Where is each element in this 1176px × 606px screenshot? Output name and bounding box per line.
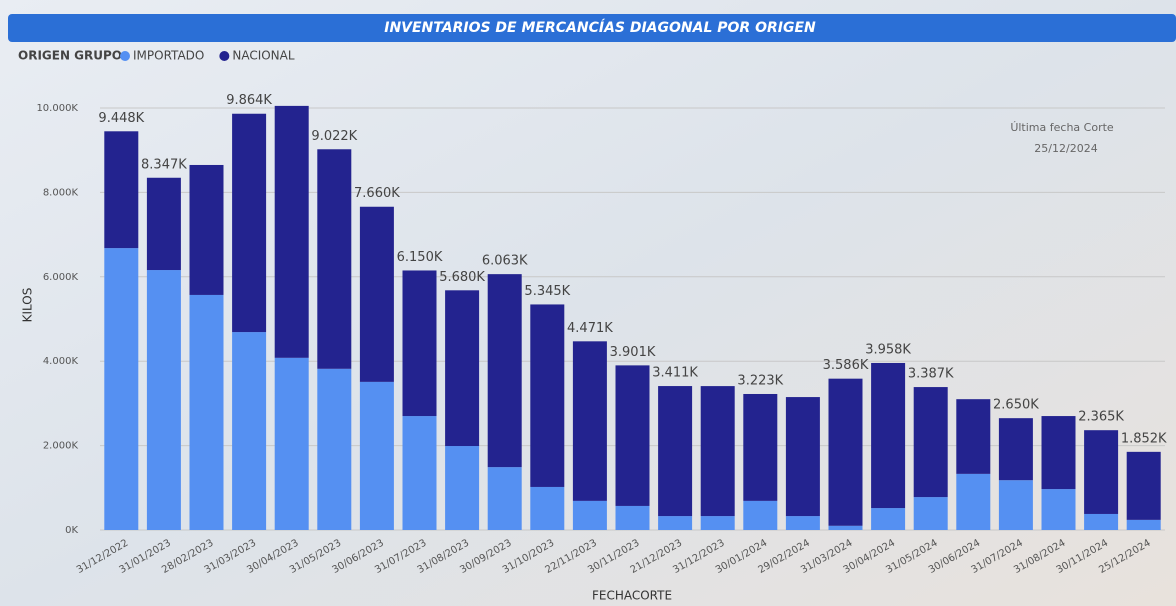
bar-segment — [658, 516, 693, 530]
bar-segment — [146, 270, 181, 530]
bar-segment — [572, 341, 607, 501]
y-tick-label: 2.000K — [43, 441, 79, 452]
total-label: 3.387K — [908, 367, 954, 382]
bar-segment — [828, 525, 863, 530]
y-tick-label: 8.000K — [43, 187, 79, 198]
total-label: 3.223K — [737, 373, 783, 388]
bar-segment — [445, 446, 480, 530]
bar-segment — [232, 332, 267, 530]
chart-title: INVENTARIOS DE MERCANCÍAS DIAGONAL POR O… — [384, 19, 816, 36]
bar-segment — [317, 368, 352, 530]
bar-segment — [402, 270, 437, 417]
total-label: 9.022K — [311, 129, 357, 144]
title-bar — [8, 14, 1176, 42]
bar-segment — [658, 386, 693, 517]
bar-segment — [615, 365, 650, 506]
total-label: 9.864K — [226, 93, 272, 108]
bar-segment — [232, 113, 267, 333]
bar-segment — [402, 416, 437, 530]
bar-segment — [1126, 519, 1161, 530]
annotation: 25/12/2024 — [1034, 142, 1097, 155]
bar-segment — [104, 131, 139, 249]
bar-segment — [572, 500, 607, 530]
x-axis-label: FECHACORTE — [592, 589, 672, 603]
total-label: 1.852K — [1121, 431, 1167, 446]
y-tick-label: 0K — [65, 525, 78, 536]
bar-segment — [1084, 513, 1119, 530]
bar-segment — [828, 378, 863, 526]
total-label: 2.365K — [1078, 410, 1124, 425]
bar-segment — [913, 387, 948, 498]
total-label: 5.345K — [524, 284, 570, 299]
bar-segment — [871, 508, 906, 530]
legend-swatch — [120, 51, 130, 61]
bar-segment — [743, 500, 778, 530]
bar-segment — [1126, 451, 1161, 520]
bar-segment — [700, 516, 735, 530]
bar-segment — [615, 505, 650, 530]
bar-segment — [998, 418, 1033, 481]
bar-segment — [1041, 489, 1076, 530]
total-label: 4.471K — [567, 321, 613, 336]
bar-segment — [785, 516, 820, 530]
total-label: 7.660K — [354, 186, 400, 201]
bar-segment — [743, 393, 778, 501]
total-label: 3.901K — [610, 345, 656, 360]
bar-segment — [487, 467, 522, 530]
bar-segment — [359, 381, 394, 530]
bar-segment — [530, 304, 565, 487]
bar-segment — [274, 357, 309, 530]
bar-segment — [104, 248, 139, 530]
total-label: 3.958K — [865, 342, 911, 357]
bar-segment — [146, 177, 181, 271]
bar-segment — [956, 473, 991, 530]
total-label: 9.448K — [98, 111, 144, 126]
bar-segment — [189, 164, 224, 295]
annotation: Última fecha Corte — [1010, 121, 1114, 134]
legend-swatch — [219, 51, 230, 61]
bar-segment — [189, 294, 224, 530]
total-label: 6.063K — [482, 254, 528, 269]
bar-segment — [1084, 430, 1119, 514]
y-axis-label: KILOS — [21, 288, 35, 323]
y-tick-label: 6.000K — [43, 272, 79, 283]
bar-segment — [530, 486, 565, 530]
bar-segment — [274, 105, 309, 358]
total-label: 3.586K — [823, 358, 869, 373]
bar-segment — [317, 149, 352, 369]
bar-segment — [956, 399, 991, 474]
y-tick-label: 10.000K — [36, 103, 78, 114]
total-label: 8.347K — [141, 157, 187, 172]
total-label: 3.411K — [652, 366, 698, 381]
legend-title: ORIGEN GRUPO — [18, 49, 122, 63]
bar-segment — [913, 497, 948, 530]
total-label: 6.150K — [397, 250, 443, 265]
bar-segment — [445, 290, 480, 447]
total-label: 5.680K — [439, 270, 485, 285]
bar-segment — [1041, 416, 1076, 490]
bar-segment — [785, 397, 820, 517]
total-label: 2.650K — [993, 398, 1039, 413]
y-tick-label: 4.000K — [43, 356, 79, 367]
legend-label: NACIONAL — [232, 49, 295, 63]
bar-segment — [359, 206, 394, 382]
bar-segment — [871, 362, 906, 509]
bar-segment — [700, 386, 735, 517]
legend-label: IMPORTADO — [133, 49, 204, 63]
bar-segment — [998, 480, 1033, 530]
bar-segment — [487, 274, 522, 468]
